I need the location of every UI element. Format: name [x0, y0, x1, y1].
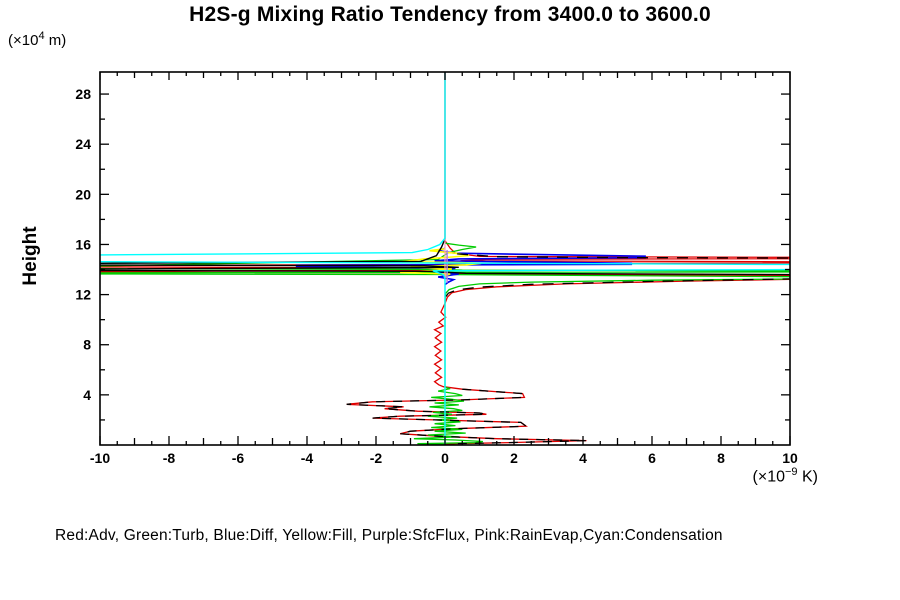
y-axis-unit-label: (×104 m) — [8, 30, 67, 49]
x-tick-label: -6 — [232, 450, 245, 466]
y-tick-label: 24 — [75, 136, 91, 152]
axis-ticks — [99, 72, 791, 445]
y-tick-label: 16 — [75, 236, 91, 252]
x-tick-label: -2 — [370, 450, 383, 466]
x-tick-label: -8 — [163, 450, 176, 466]
x-tick-label: 2 — [510, 450, 518, 466]
x-tick-label: 10 — [782, 450, 798, 466]
y-tick-label: 8 — [83, 337, 91, 353]
legend-text: Red:Adv, Green:Turb, Blue:Diff, Yellow:F… — [55, 527, 723, 544]
series-group — [100, 72, 790, 445]
series-adv-black-band — [100, 238, 790, 276]
y-tick-label: 4 — [83, 387, 91, 403]
series-black-lower-arc — [445, 278, 790, 297]
y-tick-label: 20 — [75, 186, 91, 202]
series-condensation-cyan — [100, 72, 790, 445]
x-tick-label: 4 — [579, 450, 587, 466]
x-tick-label: 6 — [648, 450, 656, 466]
x-tick-label: 8 — [717, 450, 725, 466]
x-tick-label: -10 — [90, 450, 110, 466]
y-tick-label: 12 — [75, 287, 91, 303]
series-black-upper-arc — [457, 253, 790, 259]
series-black-lower-wiggle — [346, 388, 587, 445]
y-tick-label: 28 — [75, 86, 91, 102]
chart-title: H2S-g Mixing Ratio Tendency from 3400.0 … — [189, 3, 711, 26]
x-axis-unit-label: (×10−9 K) — [752, 466, 818, 486]
x-tick-label: 0 — [441, 450, 449, 466]
x-tick-label: -4 — [301, 450, 314, 466]
